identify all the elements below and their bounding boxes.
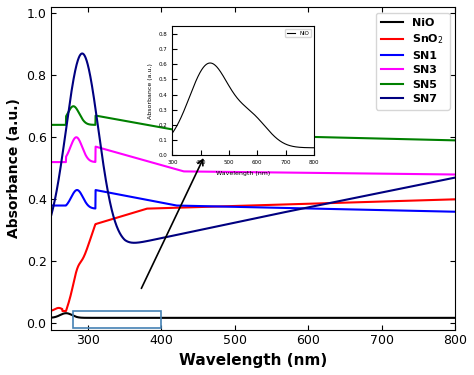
Legend: NiO, SnO$_2$, SN1, SN3, SN5, SN7: NiO, SnO$_2$, SN1, SN3, SN5, SN7 (375, 12, 449, 110)
X-axis label: Wavelength (nm): Wavelength (nm) (179, 353, 328, 368)
SN3 (366, 171, 372, 176)
SnO$_2$ (48, 308, 54, 313)
NiO (114, 316, 119, 320)
Bar (73, 311, 162, 328)
SN3 (234, 170, 240, 174)
SnO$_2$ (245, 203, 251, 208)
SN5 (366, 136, 372, 141)
SnO$_2$ (60, 309, 65, 313)
SN1 (48, 203, 54, 208)
SN7 (69, 86, 75, 91)
SN3 (245, 170, 251, 174)
SN3 (440, 172, 446, 177)
SN1 (69, 194, 75, 198)
NiO (441, 316, 447, 320)
SN3 (73, 135, 79, 140)
SN7 (245, 217, 251, 222)
Line: NiO: NiO (51, 313, 455, 318)
SN1 (441, 209, 447, 214)
SN7 (452, 176, 458, 180)
SnO$_2$ (234, 204, 240, 208)
SN5 (234, 133, 240, 137)
SN1 (440, 209, 446, 214)
SN7 (80, 51, 85, 56)
Line: SN1: SN1 (51, 190, 455, 212)
SN5 (452, 138, 458, 142)
NiO (245, 316, 251, 320)
NiO (235, 316, 240, 320)
SnO$_2$ (441, 197, 447, 202)
SN7 (441, 178, 447, 182)
SN5 (440, 138, 446, 142)
NiO (69, 313, 75, 317)
SN3 (69, 141, 75, 146)
SN7 (48, 213, 54, 217)
SN1 (245, 205, 251, 209)
SN5 (69, 105, 75, 109)
SnO$_2$ (440, 197, 446, 202)
SN5 (441, 138, 447, 142)
SN5 (245, 133, 251, 138)
SN1 (74, 188, 80, 192)
NiO (48, 315, 54, 320)
SN1 (366, 208, 372, 212)
SN5 (48, 123, 54, 127)
Line: SN7: SN7 (51, 54, 455, 243)
SnO$_2$ (452, 197, 458, 202)
NiO (441, 316, 447, 320)
SN7 (131, 240, 137, 245)
NiO (452, 316, 458, 320)
Y-axis label: Absorbance (a.u.): Absorbance (a.u.) (7, 98, 21, 238)
SN7 (441, 178, 447, 182)
SnO$_2$ (366, 200, 372, 204)
SN3 (452, 172, 458, 177)
NiO (63, 311, 69, 315)
SN7 (235, 220, 240, 224)
Line: SN5: SN5 (51, 106, 455, 140)
SN3 (441, 172, 447, 177)
Line: SnO$_2$: SnO$_2$ (51, 200, 455, 311)
SN1 (234, 205, 240, 209)
SN7 (367, 193, 373, 197)
SN5 (71, 104, 76, 108)
SnO$_2$ (69, 287, 75, 291)
SN1 (452, 210, 458, 214)
NiO (367, 316, 373, 320)
Line: SN3: SN3 (51, 137, 455, 174)
SN3 (48, 160, 54, 164)
